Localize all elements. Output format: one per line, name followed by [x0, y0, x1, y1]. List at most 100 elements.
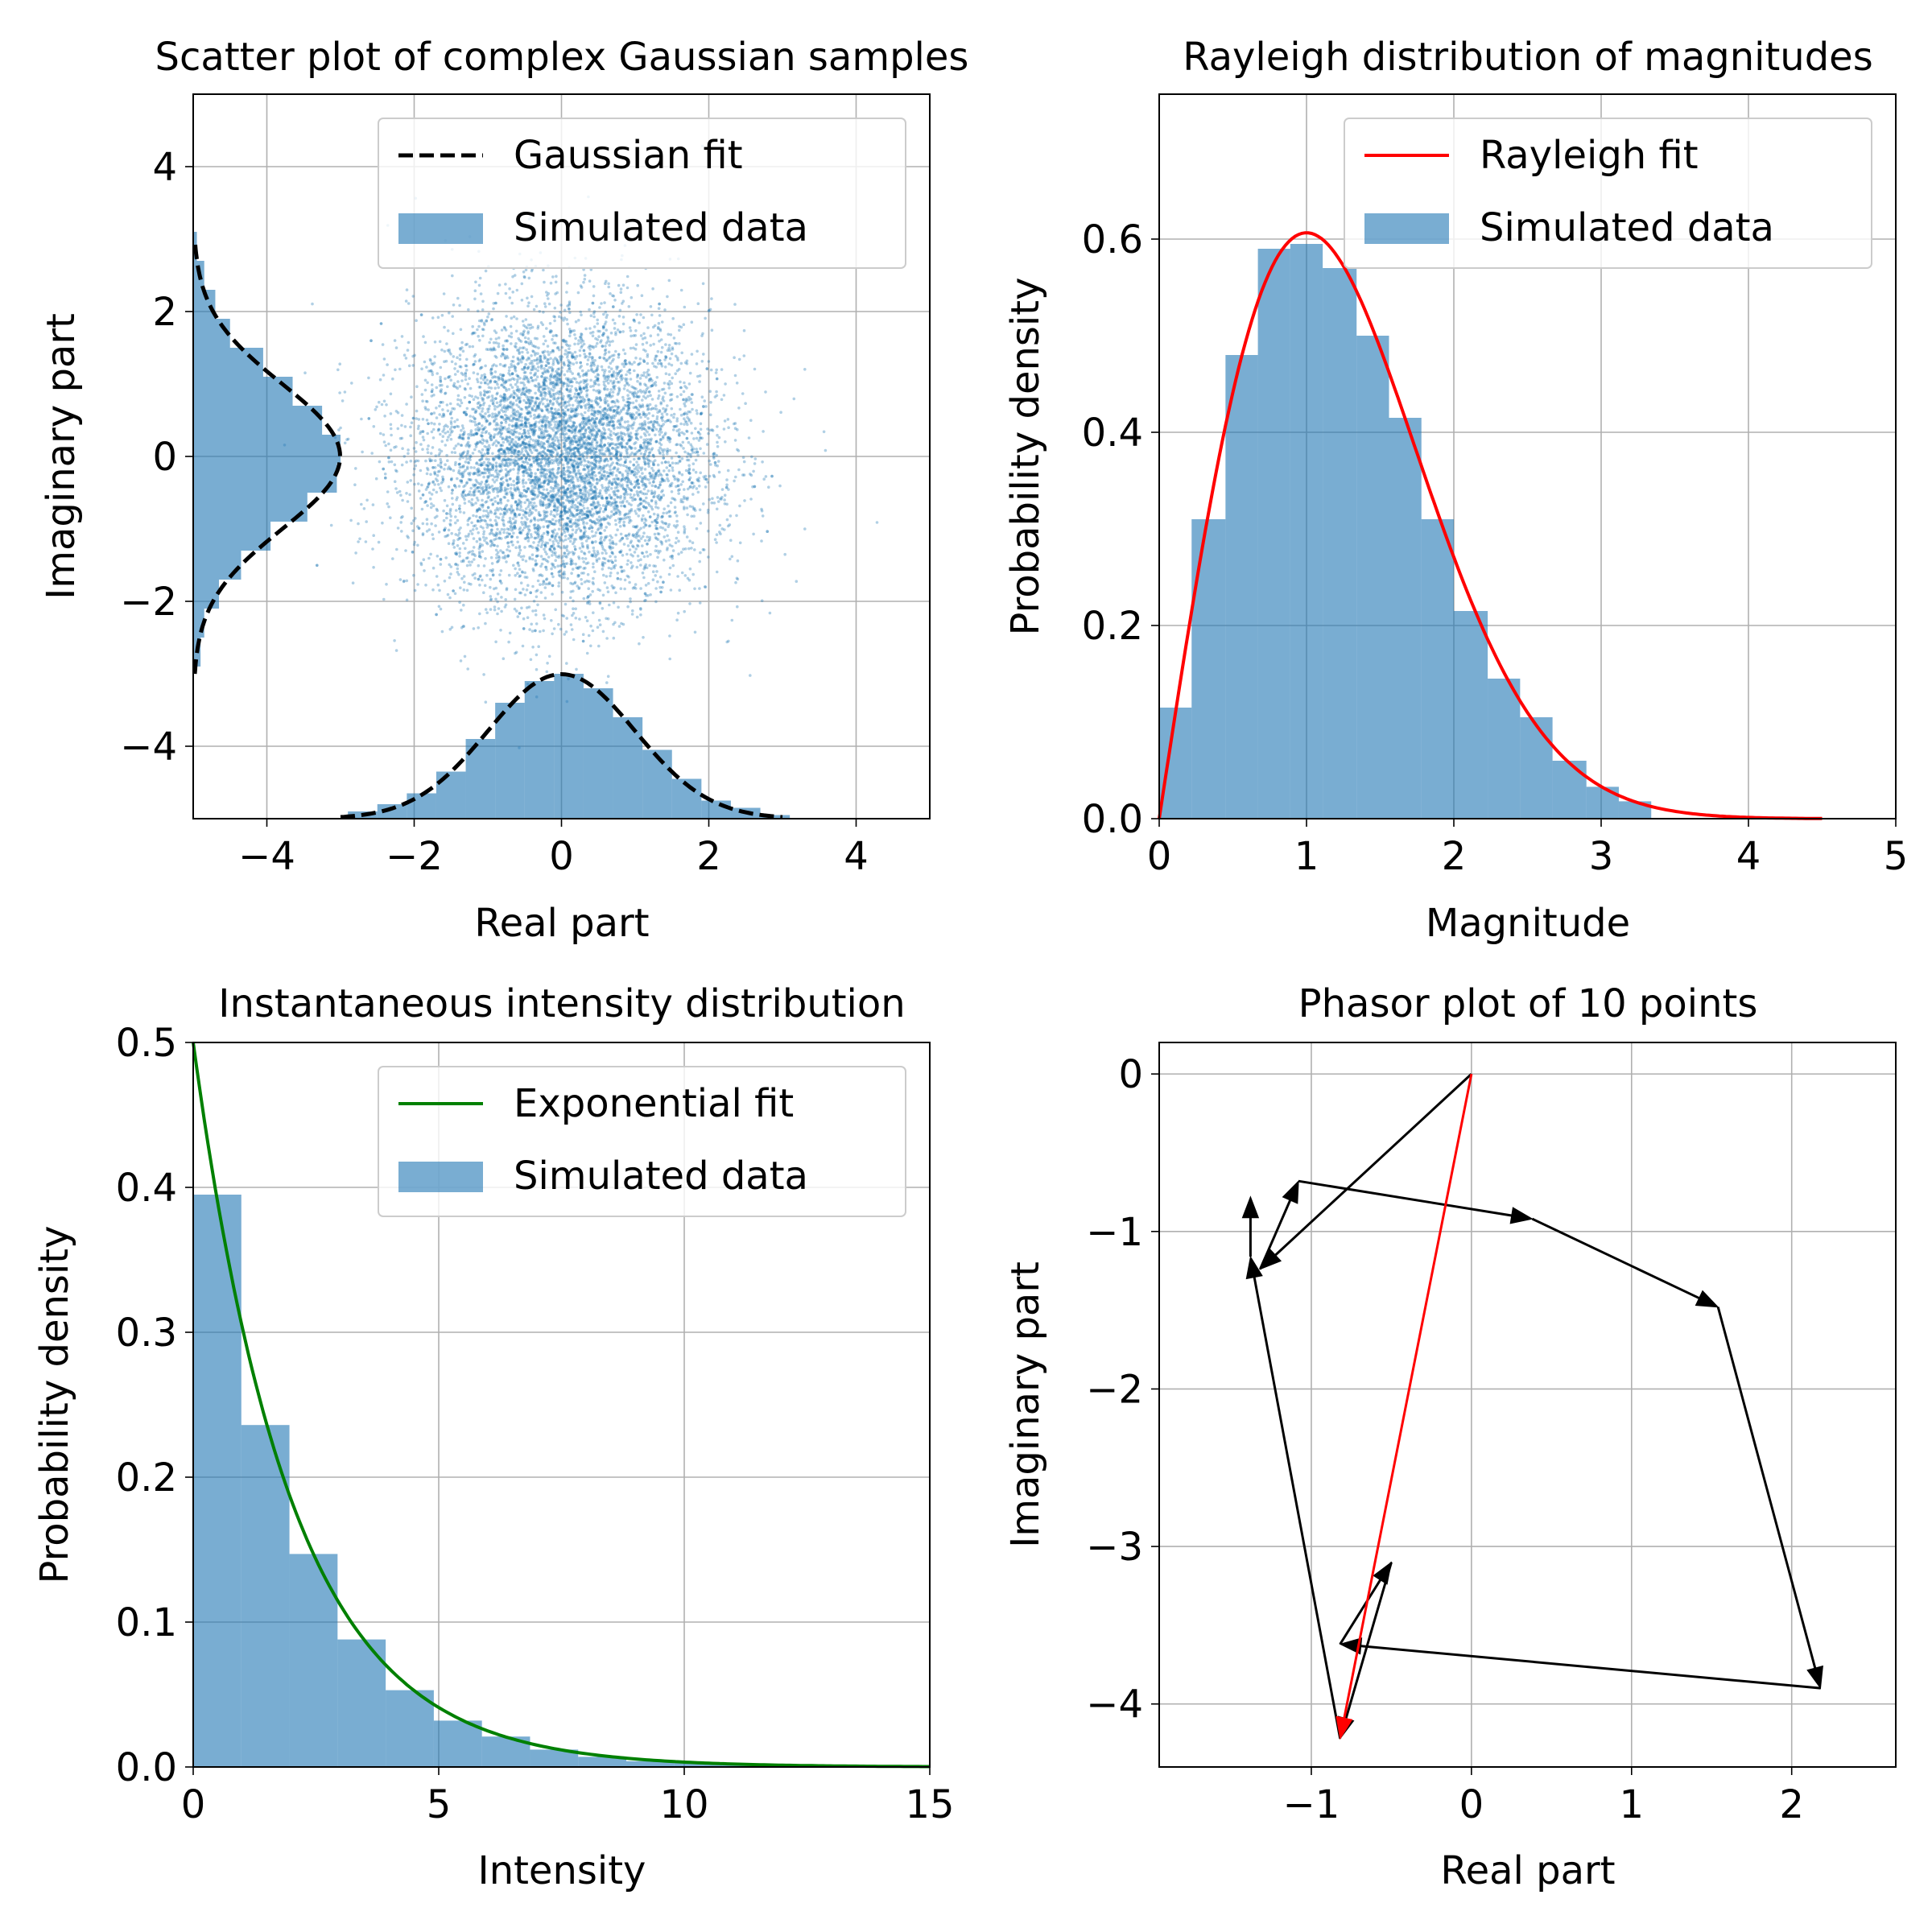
scatter-point [553, 537, 557, 541]
scatter-point [611, 294, 614, 298]
scatter-point [605, 514, 609, 518]
scatter-point [535, 375, 539, 379]
scatter-point [484, 381, 487, 385]
scatter-point [624, 379, 628, 383]
scatter-point [574, 617, 578, 620]
scatter-point [486, 410, 490, 414]
scatter-point [656, 463, 660, 467]
scatter-point [556, 544, 559, 548]
scatter-point [489, 337, 493, 341]
scatter-point [617, 315, 621, 318]
scatter-point [595, 558, 599, 562]
scatter-point [550, 510, 553, 514]
scatter-point [467, 308, 470, 312]
scatter-point [489, 544, 493, 547]
scatter-point [547, 491, 550, 495]
scatter-point [516, 378, 519, 382]
scatter-point [605, 535, 609, 539]
scatter-point [683, 381, 686, 385]
scatter-point [473, 524, 477, 527]
scatter-point [469, 486, 473, 490]
scatter-point [468, 478, 472, 481]
scatter-point [574, 320, 578, 324]
scatter-point [438, 588, 441, 592]
scatter-point [644, 523, 648, 527]
scatter-point [641, 571, 645, 575]
scatter-point [657, 473, 660, 477]
scatter-point [504, 283, 507, 286]
scatter-point [666, 534, 669, 538]
scatter-point [625, 469, 628, 473]
scatter-point [560, 590, 564, 594]
scatter-point [576, 496, 580, 500]
scatter-point [623, 493, 626, 496]
scatter-point [374, 408, 378, 411]
scatter-point [493, 427, 496, 431]
scatter-point [565, 522, 568, 526]
scatter-point [516, 504, 519, 507]
scatter-point [623, 578, 627, 582]
scatter-point [698, 587, 701, 590]
scatter-point [529, 658, 533, 662]
scatter-point [618, 419, 622, 423]
scatter-point [446, 459, 449, 462]
scatter-point [621, 398, 625, 402]
scatter-point [529, 481, 533, 485]
scatter-point [660, 412, 664, 415]
scatter-point [617, 405, 621, 409]
scatter-point [472, 514, 475, 518]
scatter-point [671, 469, 675, 473]
scatter-point [649, 394, 652, 398]
scatter-point [559, 438, 563, 442]
scatter-point [509, 324, 513, 328]
scatter-point [492, 363, 496, 366]
scatter-point [447, 376, 450, 379]
scatter-point [581, 504, 584, 507]
scatter-point [564, 489, 567, 492]
scatter-point [559, 432, 563, 436]
scatter-point [537, 383, 541, 386]
scatter-point [620, 441, 624, 445]
scatter-point [645, 413, 648, 416]
scatter-point [614, 522, 617, 526]
scatter-point [523, 275, 526, 279]
scatter-point [431, 537, 435, 541]
scatter-point [619, 287, 623, 291]
scatter-point [572, 395, 576, 398]
scatter-point [574, 434, 578, 438]
scatter-point [526, 411, 530, 415]
scatter-point [566, 322, 569, 326]
scatter-point [642, 390, 646, 393]
scatter-point [579, 435, 583, 439]
scatter-point [675, 395, 679, 398]
scatter-point [536, 352, 539, 356]
scatter-point [557, 392, 561, 396]
scatter-point [460, 436, 463, 440]
scatter-point [569, 378, 573, 382]
scatter-point [551, 334, 555, 338]
scatter-point [517, 481, 520, 484]
scatter-point [432, 361, 436, 365]
scatter-point [729, 539, 733, 542]
scatter-point [635, 565, 639, 569]
scatter-point [394, 368, 397, 372]
scatter-point [685, 359, 689, 363]
scatter-point [582, 506, 586, 510]
scatter-point [546, 345, 550, 348]
scatter-point [753, 457, 758, 460]
scatter-point [519, 555, 523, 559]
scatter-point [685, 386, 688, 390]
scatter-point [530, 535, 534, 539]
scatter-point [651, 570, 655, 573]
scatter-point [704, 474, 708, 478]
scatter-point [667, 383, 671, 386]
scatter-point [666, 349, 670, 353]
scatter-point [405, 460, 408, 464]
scatter-point [551, 563, 555, 566]
scatter-point [639, 313, 642, 316]
scatter-point [693, 630, 697, 634]
scatter-point [743, 499, 746, 502]
scatter-point [521, 460, 525, 464]
scatter-point [532, 599, 536, 603]
scatter-point [394, 487, 398, 490]
